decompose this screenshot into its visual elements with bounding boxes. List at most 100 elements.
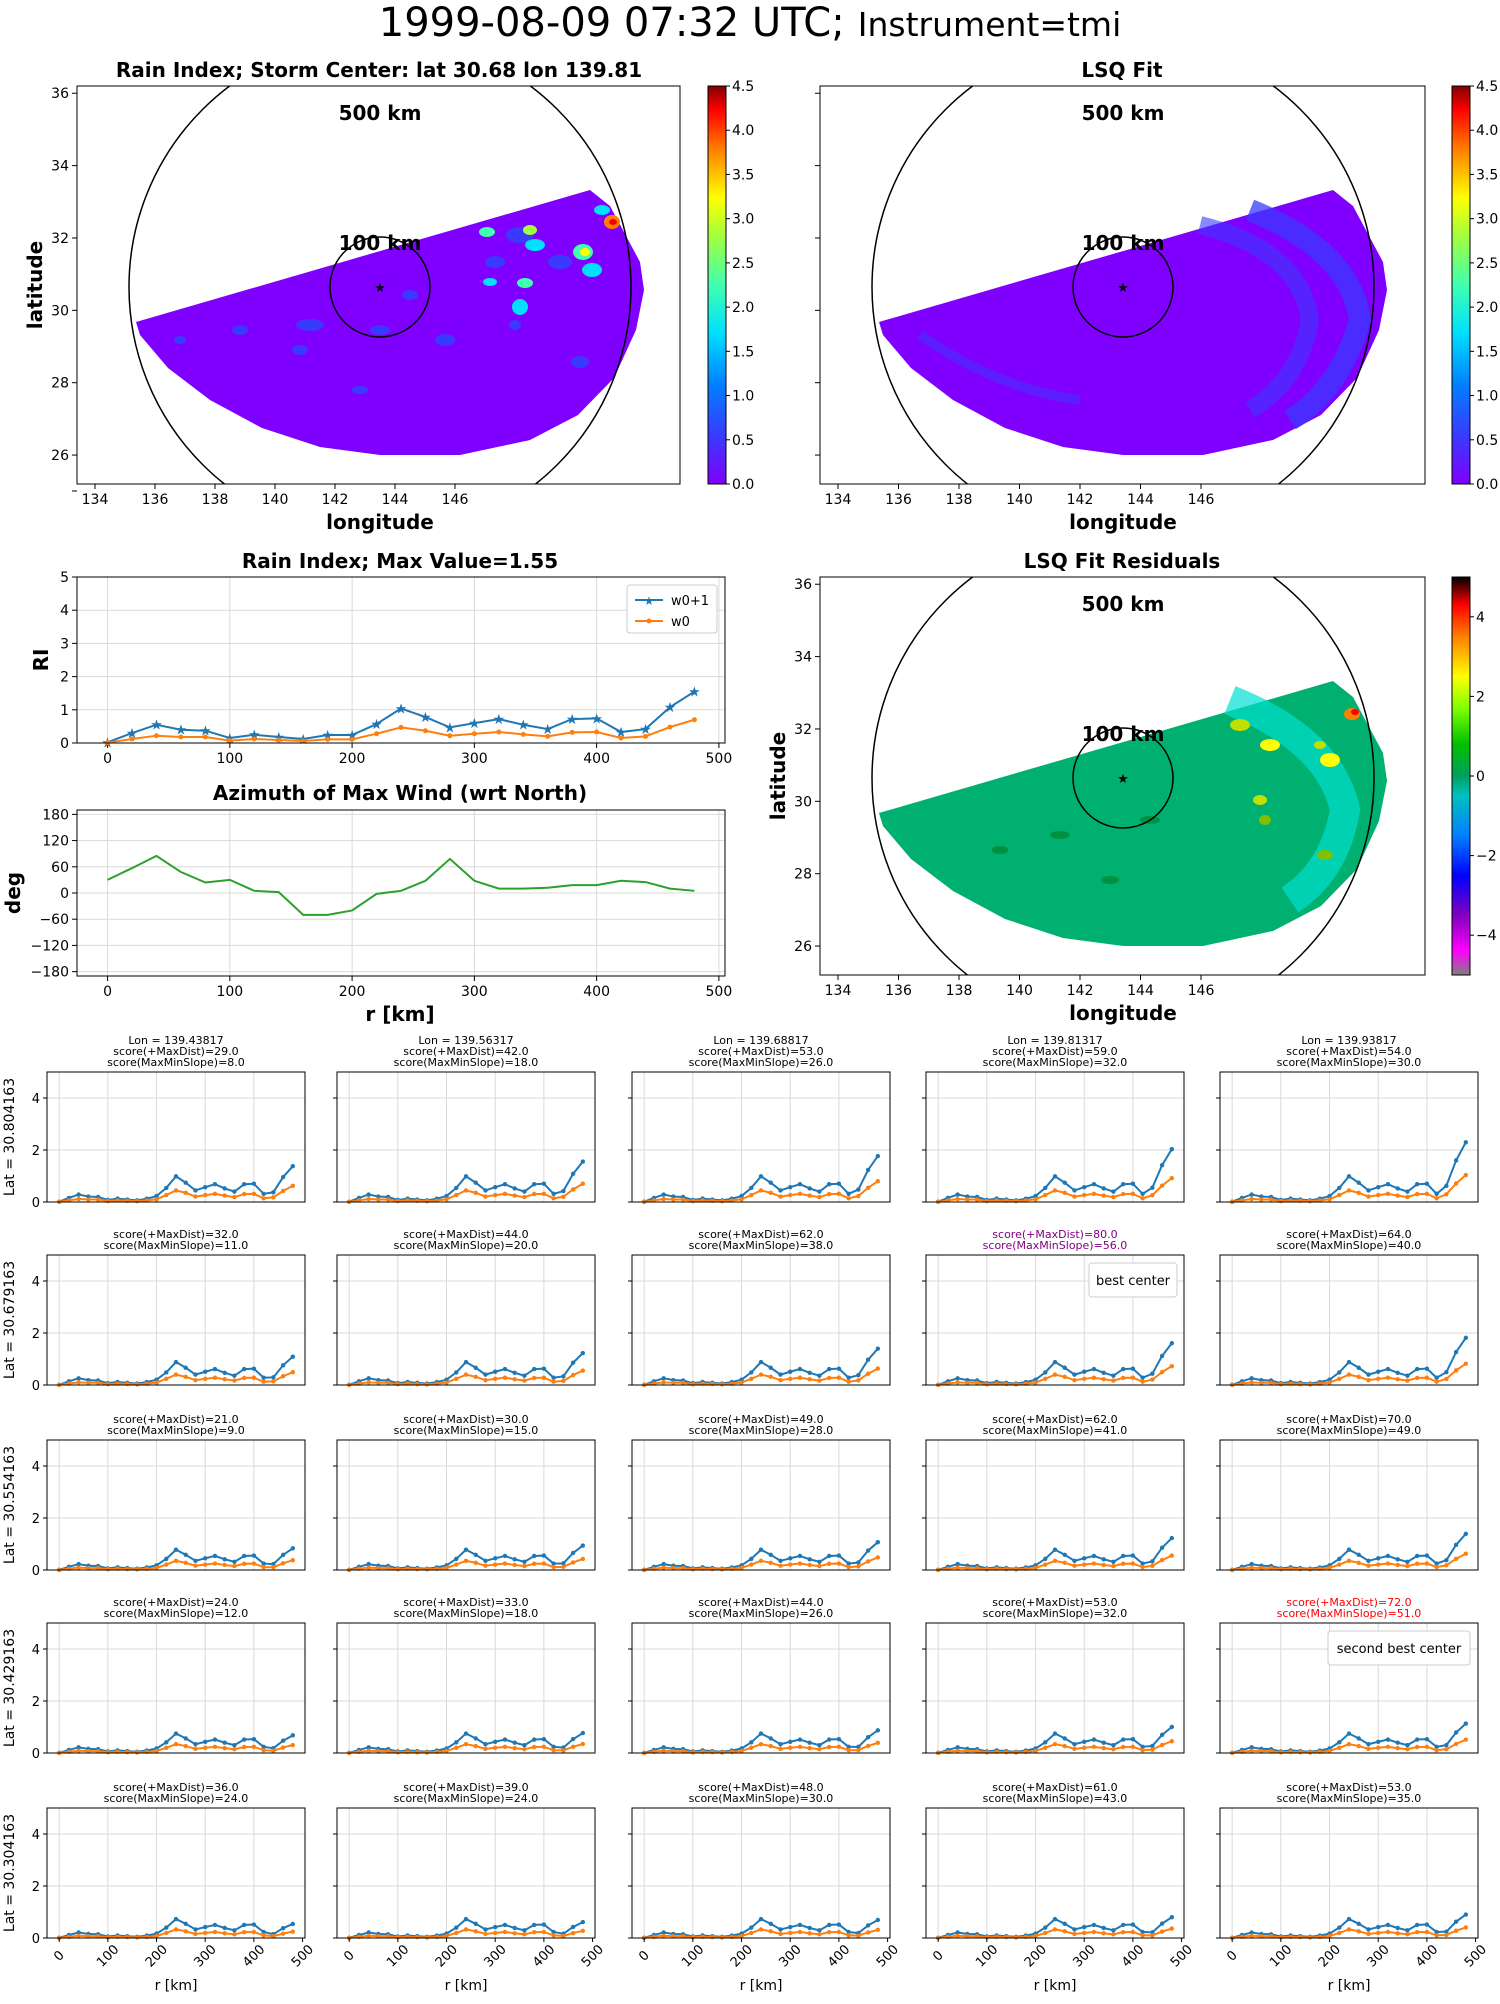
candidate-data-point xyxy=(1405,1189,1410,1194)
candidate-data-point xyxy=(290,1163,296,1169)
candidate-data-point xyxy=(965,1197,970,1202)
candidate-data-point xyxy=(1268,1748,1274,1754)
candidate-panel-frame xyxy=(336,1254,596,1386)
candidate-data-point xyxy=(1268,1380,1274,1386)
candidate-data-point xyxy=(271,1379,276,1384)
candidate-data-point xyxy=(463,1731,469,1736)
candidate-data-point xyxy=(134,1198,140,1204)
candidate-data-point xyxy=(749,1740,754,1745)
x-tick-label: 300 xyxy=(1070,1942,1098,1970)
candidate-data-point xyxy=(1444,1563,1449,1568)
candidate-data-point xyxy=(788,1376,793,1382)
candidate-data-point xyxy=(1013,1567,1019,1572)
candidate-data-point xyxy=(1376,1930,1381,1936)
candidate-data-point xyxy=(483,1558,488,1564)
candidate-data-point xyxy=(222,1562,227,1568)
candidate-data-point xyxy=(502,1744,508,1750)
candidate-data-point xyxy=(1346,1742,1352,1747)
candidate-data-point xyxy=(1052,1731,1058,1736)
candidate-data-point xyxy=(1366,1742,1371,1747)
candidate-data-point xyxy=(690,1567,696,1572)
candidate-panel-frame xyxy=(631,1254,891,1386)
candidate-data-point xyxy=(1453,1542,1459,1548)
candidate-score-label: score(MaxMinSlope)=56.0 xyxy=(983,1239,1128,1252)
y-tick-label: 0 xyxy=(32,1196,40,1211)
data-point xyxy=(251,736,257,742)
candidate-data-point xyxy=(290,1370,296,1375)
candidate-data-point xyxy=(512,1931,517,1936)
candidate-data-point xyxy=(1150,1559,1155,1564)
candidate-data-point xyxy=(1062,1552,1067,1557)
candidate-data-point xyxy=(1346,1359,1352,1365)
candidate-data-point xyxy=(836,1736,842,1742)
lsq-fit-band-2 xyxy=(1245,199,1372,430)
candidate-data-point xyxy=(271,1565,276,1570)
candidate-data-point xyxy=(758,1372,764,1377)
candidate-data-point xyxy=(251,1736,257,1742)
candidate-data-point xyxy=(473,1921,478,1927)
candidate-data-point xyxy=(1091,1744,1097,1750)
data-point xyxy=(374,731,380,737)
candidate-panel: Lon = 139.81317score(+MaxDist)=59.0score… xyxy=(922,1034,1185,1205)
candidate-data-point xyxy=(836,1191,842,1197)
candidate-data-point xyxy=(444,1193,449,1199)
candidate-data-point xyxy=(483,1372,488,1377)
candidate-data-point xyxy=(512,1740,517,1745)
candidate-score-label: score(MaxMinSlope)=35.0 xyxy=(1277,1792,1422,1805)
candidate-data-point xyxy=(1385,1553,1391,1559)
candidate-data-point xyxy=(570,1360,576,1365)
candidate-data-point xyxy=(463,1558,469,1564)
candidate-data-point xyxy=(366,1933,371,1938)
candidate-data-point xyxy=(955,1192,960,1197)
candidate-data-point xyxy=(661,1196,666,1202)
candidate-data-point xyxy=(551,1564,556,1570)
candidate-data-point xyxy=(561,1933,566,1939)
candidate-data-point xyxy=(1424,1929,1430,1935)
candidate-data-point xyxy=(1159,1732,1165,1738)
candidate-data-point xyxy=(1043,1376,1048,1382)
candidate-data-point xyxy=(212,1191,218,1197)
data-point xyxy=(545,733,551,739)
candidate-data-point xyxy=(1043,1930,1048,1936)
candidate-data-point xyxy=(1101,1186,1106,1191)
candidate-data-point xyxy=(768,1180,773,1185)
candidate-data-point xyxy=(203,1924,208,1930)
candidate-data-point xyxy=(984,1198,990,1204)
candidate-data-point xyxy=(719,1382,725,1387)
y-tick-label: 2 xyxy=(32,1512,40,1527)
candidate-data-point xyxy=(1091,1182,1097,1187)
data-point xyxy=(276,737,282,743)
candidate-data-point xyxy=(193,1377,198,1383)
candidate-data-point xyxy=(1033,1933,1038,1939)
candidate-data-point xyxy=(836,1181,842,1186)
candidate-data-point xyxy=(261,1561,266,1566)
candidate-data-point xyxy=(531,1561,537,1566)
candidate-data-point xyxy=(1159,1929,1165,1934)
candidate-data-point xyxy=(710,1749,715,1755)
x-tick-label: 100 xyxy=(1267,1942,1295,1970)
candidate-data-point xyxy=(164,1562,169,1567)
candidate-data-point xyxy=(580,1928,586,1934)
candidate-data-point xyxy=(680,1748,686,1754)
candidate-data-point xyxy=(493,1562,498,1567)
rain-index-map-frame xyxy=(76,85,681,485)
data-point xyxy=(569,729,575,735)
candidate-data-point xyxy=(522,1378,527,1383)
lon-tick-label: 138 xyxy=(946,983,973,999)
candidate-score-label: score(+MaxDist)=32.0 xyxy=(113,1228,238,1241)
candidate-data-point xyxy=(797,1375,803,1380)
candidate-data-point xyxy=(856,1744,861,1750)
candidate-data-point xyxy=(1043,1556,1048,1562)
candidate-data-point xyxy=(1169,1175,1175,1181)
candidate-data-point xyxy=(817,1928,822,1933)
candidate-data-point xyxy=(1356,1929,1361,1934)
x-tick-label: 300 xyxy=(191,1942,219,1970)
candidate-data-point xyxy=(134,1750,140,1755)
candidate-data-point xyxy=(1288,1198,1293,1203)
candidate-data-point xyxy=(865,1735,871,1740)
candidate-data-point xyxy=(1140,1747,1145,1753)
candidate-data-point xyxy=(671,1197,676,1202)
candidate-data-point xyxy=(241,1366,247,1372)
candidate-data-point xyxy=(1004,1566,1009,1572)
rain-index-map-panel: Rain Index; Storm Center: lat 30.68 lon … xyxy=(23,58,727,534)
